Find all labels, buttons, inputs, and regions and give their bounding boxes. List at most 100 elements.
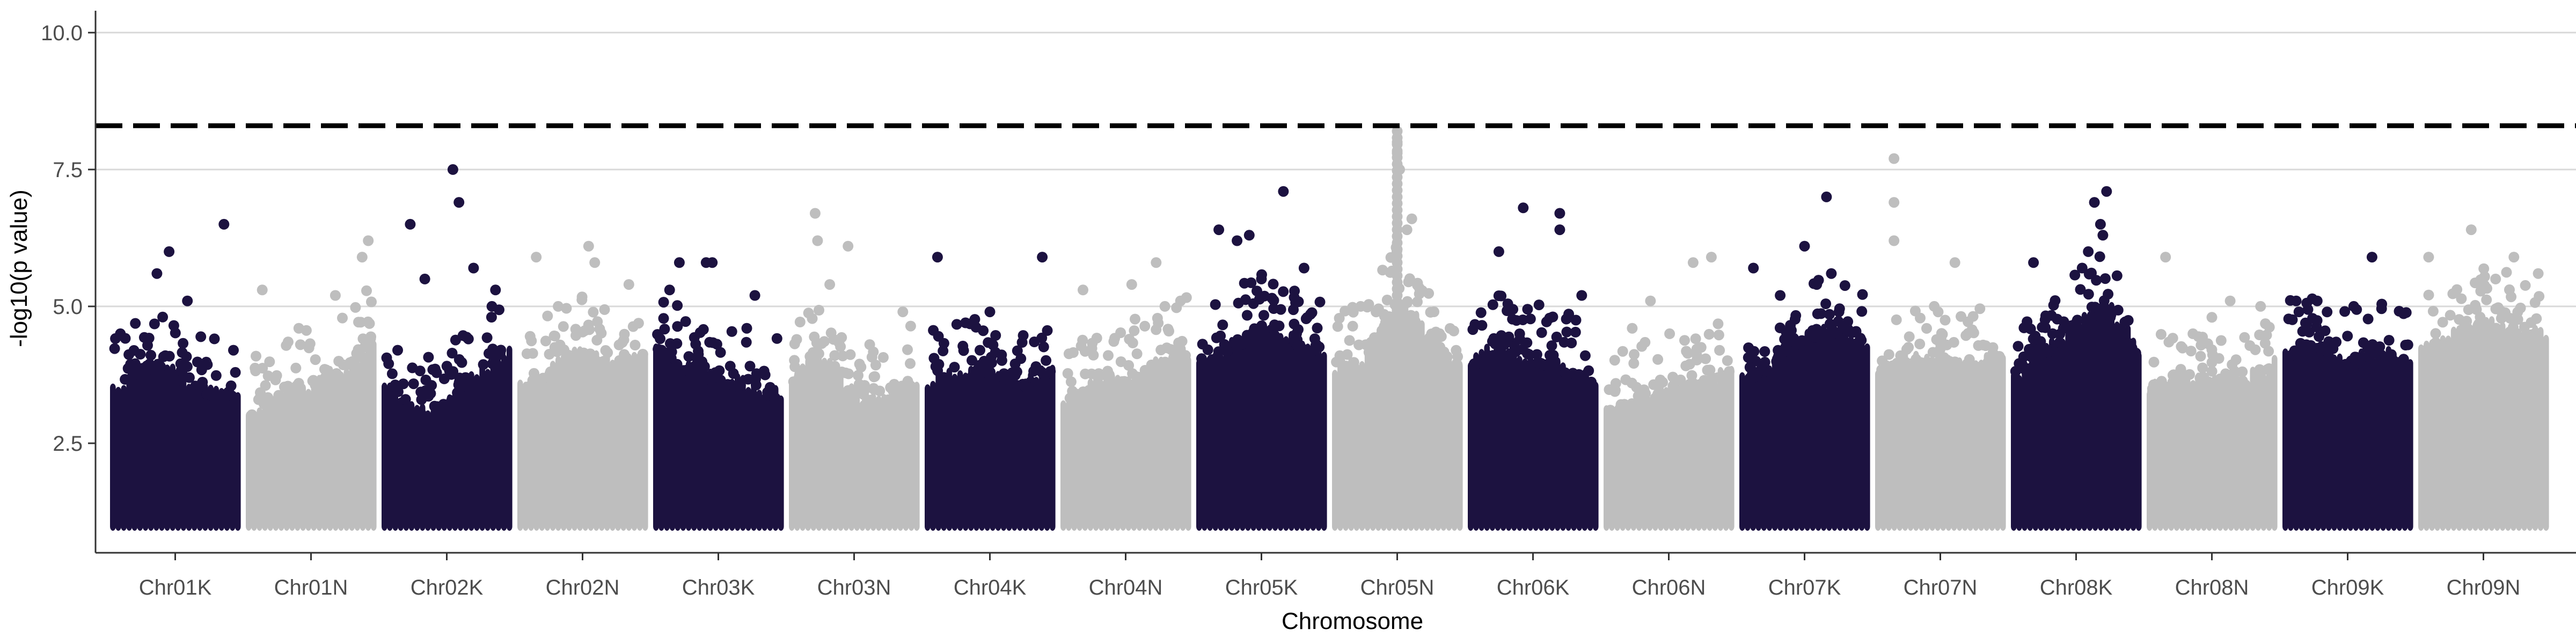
top-point [1627,323,1638,334]
point [743,374,754,385]
x-tick-label: Chr07K [1768,576,1841,599]
point [1974,303,1986,314]
point [1820,298,1832,310]
point [1532,357,1543,368]
point [195,331,207,342]
point-cluster [2087,311,2093,531]
point [818,336,830,347]
point [2028,333,2039,345]
point [2491,323,2501,334]
point-cluster [202,383,208,531]
point [209,333,220,345]
top-point [1687,257,1699,268]
point-cluster [2516,331,2522,531]
point-cluster [121,385,127,531]
point [1566,338,1577,348]
point-cluster [925,384,931,531]
point-cluster [148,364,154,531]
series-Chr03N [788,208,920,531]
point [481,332,493,343]
point [2220,368,2231,379]
point-cluster [419,404,426,531]
point-cluster [2201,385,2207,531]
point [196,364,207,376]
point [750,379,762,391]
point-cluster [913,382,920,531]
point-cluster [1359,361,1365,531]
point [2263,346,2274,357]
point [2112,304,2124,316]
point [145,349,157,361]
point [257,363,268,374]
point-cluster [349,357,355,531]
point [741,336,752,348]
point-cluster [1794,346,1799,531]
x-tick-label: Chr06K [1497,576,1570,599]
point [616,355,627,367]
point [655,333,665,345]
point-cluster [544,369,551,531]
point-cluster [588,350,594,531]
point [550,331,561,342]
point-cluster [2244,380,2250,531]
point [808,360,818,370]
point [2202,338,2213,349]
point-cluster [1728,365,1735,531]
point [230,367,241,378]
top-point [1811,279,1823,290]
point-cluster [990,370,996,531]
point [751,368,762,379]
y-tick-label: 5.0 [53,295,83,319]
point-cluster [1017,385,1023,531]
point [795,367,807,378]
point-cluster [246,411,252,531]
point-cluster [110,383,116,531]
point-cluster [1826,326,1832,531]
point [843,385,854,396]
point-cluster [1245,332,1251,531]
point [1405,311,1416,323]
point [1525,313,1536,325]
point-cluster [430,408,436,531]
point-cluster [903,380,909,531]
point [874,385,885,397]
top-point [553,301,564,312]
x-tick-label: Chr09K [2311,576,2384,599]
point-cluster [2521,325,2528,531]
point [2289,345,2300,356]
point-cluster [1495,347,1501,531]
point [2515,302,2526,313]
point [2215,335,2227,346]
point [1217,319,1228,331]
point [671,338,683,349]
point-cluster [1315,340,1322,531]
top-point [1576,290,1587,301]
point-cluster [2250,367,2256,531]
point [353,317,364,328]
point [1402,297,1413,308]
top-point [2224,295,2236,306]
point-cluster [1060,400,1066,531]
point [1748,346,1760,357]
point [2018,322,2030,333]
point-cluster [1858,340,1865,531]
point-cluster [1375,331,1381,531]
point-cluster [669,360,676,531]
series-Chr06K [1467,202,1599,531]
point-cluster [115,386,121,531]
point [1652,354,1664,365]
point-cluster [2260,373,2267,531]
point [441,399,452,411]
point-cluster [1044,375,1050,531]
point [1617,346,1628,357]
point [2187,328,2199,339]
point [447,348,458,358]
point [1956,365,1967,376]
point [1842,316,1854,327]
point [2075,284,2086,295]
point-cluster [713,375,719,531]
point [680,316,691,327]
point-cluster [1098,380,1104,531]
point [2479,323,2491,334]
point-cluster [2380,350,2386,531]
